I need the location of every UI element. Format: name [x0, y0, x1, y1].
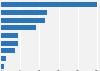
Bar [1, 48, 15, 53]
Bar [1, 41, 18, 46]
Bar [1, 25, 36, 30]
Bar [1, 33, 18, 38]
Bar [1, 10, 47, 15]
Bar [1, 2, 97, 7]
Bar [1, 56, 6, 61]
Bar [1, 64, 4, 69]
Bar [1, 18, 45, 23]
